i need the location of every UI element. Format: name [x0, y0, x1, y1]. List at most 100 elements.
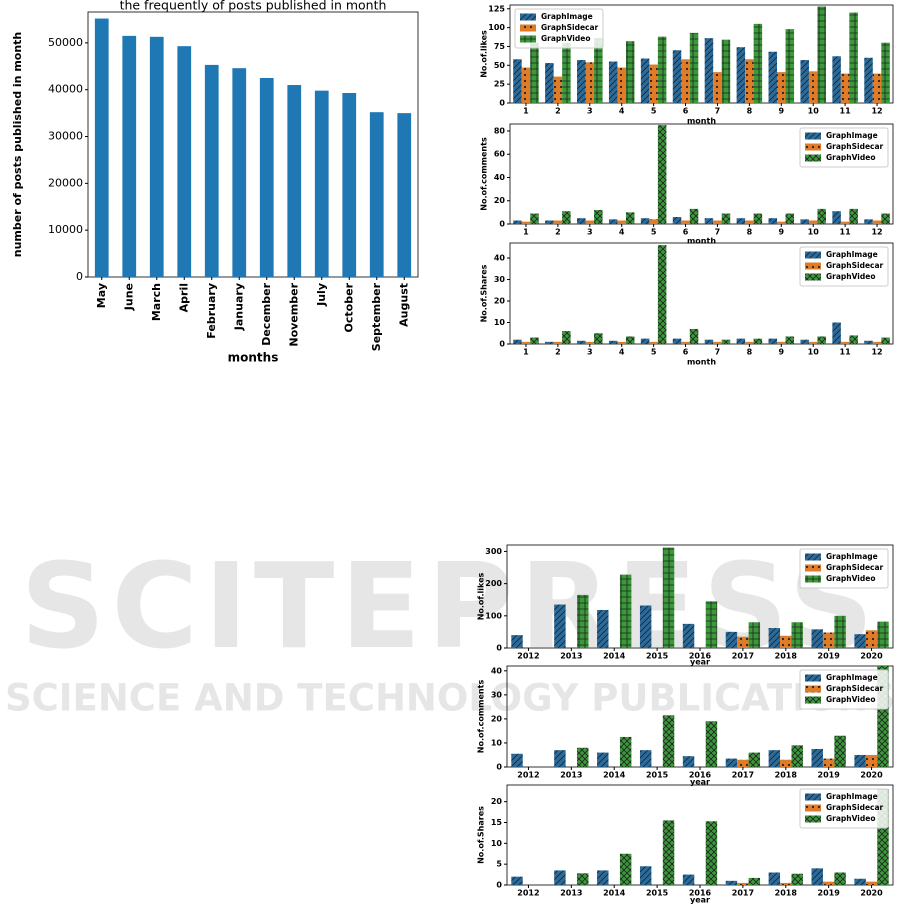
bar	[554, 750, 566, 767]
bar	[232, 68, 247, 277]
x-tick-label: October	[342, 282, 355, 332]
bar	[577, 747, 589, 767]
bar	[780, 635, 792, 648]
legend-box	[799, 788, 889, 829]
bar	[768, 218, 778, 224]
bar	[649, 219, 658, 224]
x-tick-label: August	[397, 283, 410, 327]
x-tick-label: 9	[779, 228, 785, 237]
y-tick-label: 0	[496, 644, 502, 653]
bar	[639, 866, 652, 885]
bar	[662, 820, 675, 885]
legend-swatch	[805, 793, 821, 801]
bar	[513, 220, 522, 224]
bar	[745, 220, 754, 224]
x-tick-label: 10	[808, 348, 820, 357]
x-tick-label: 2	[555, 107, 561, 116]
bar	[681, 220, 690, 224]
legend-swatch	[805, 674, 821, 682]
bar	[808, 71, 818, 103]
bar	[513, 59, 522, 103]
legend-swatch	[520, 13, 536, 21]
x-tick-label: July	[315, 283, 328, 307]
bar	[672, 217, 682, 224]
y-tick-label: 5	[496, 860, 502, 869]
bar	[721, 39, 731, 103]
legend-label: GraphVideo	[541, 34, 590, 43]
bar	[808, 341, 818, 344]
y-tick-label: 0	[499, 99, 505, 108]
bar	[817, 208, 826, 224]
x-tick-label: 6	[683, 228, 689, 237]
bar	[545, 220, 554, 224]
bar	[834, 615, 846, 648]
bar	[737, 636, 749, 648]
bar	[854, 878, 866, 885]
x-tick-label: 2014	[603, 652, 626, 661]
bar	[521, 341, 531, 344]
bar	[768, 750, 781, 767]
bar	[672, 50, 682, 103]
bar	[791, 745, 803, 767]
x-tick-label: 4	[619, 348, 625, 357]
bar	[785, 213, 795, 224]
bar	[577, 594, 589, 648]
bar	[649, 64, 658, 103]
bar	[780, 759, 792, 767]
legend-label: GraphVideo	[826, 695, 875, 704]
y-tick-label: 0	[499, 220, 505, 229]
bar	[713, 341, 722, 344]
x-tick-label: May	[95, 283, 108, 308]
bar	[122, 35, 137, 278]
legend-swatch	[805, 575, 821, 583]
bar	[585, 341, 595, 344]
bar	[149, 36, 164, 278]
y-tick-label: 20	[491, 714, 503, 723]
bar	[594, 210, 603, 224]
bar	[562, 211, 571, 224]
x-tick-label: 2018	[775, 889, 798, 898]
x-tick-label: 12	[871, 228, 882, 237]
bar	[511, 753, 523, 767]
plot-frame	[509, 242, 894, 345]
legend-swatch	[520, 24, 536, 32]
x-tick-label: March	[150, 283, 163, 321]
bar	[840, 221, 850, 224]
bar	[849, 12, 858, 104]
bar	[777, 221, 786, 224]
bar	[530, 42, 539, 103]
x-tick-label: 2018	[775, 771, 798, 780]
bar	[832, 56, 841, 103]
legend-swatch	[520, 35, 536, 43]
bar	[832, 211, 841, 224]
bar	[785, 336, 795, 344]
y-tick-label: 100	[488, 23, 505, 32]
plot-frame	[509, 4, 894, 104]
x-tick-label: 12	[871, 107, 882, 116]
bar	[737, 759, 749, 767]
y-axis-label: No.of.comments	[480, 137, 489, 211]
legend-label: GraphVideo	[826, 272, 875, 281]
bar	[689, 32, 699, 104]
bar	[521, 221, 531, 224]
bar	[657, 36, 667, 103]
bar	[753, 338, 763, 344]
bar	[864, 57, 873, 103]
bar	[736, 218, 746, 224]
watermark-tagline: SCIENCE AND TECHNOLOGY PUBLICATIONS	[5, 677, 895, 720]
bar	[585, 220, 595, 224]
x-tick-label: 2017	[732, 652, 754, 661]
x-tick-label: 2019	[818, 652, 841, 661]
x-tick-label: 2014	[603, 771, 626, 780]
legend-label: GraphImage	[541, 12, 593, 21]
bar	[682, 756, 695, 767]
x-tick-label: 2018	[775, 652, 798, 661]
bar	[657, 125, 667, 224]
y-tick-label: 75	[494, 42, 506, 51]
x-axis-label: month	[687, 358, 716, 367]
bar	[811, 868, 823, 885]
bar	[822, 632, 835, 648]
bar	[577, 873, 589, 885]
bar	[287, 85, 302, 277]
legend-label: GraphImage	[826, 552, 878, 561]
